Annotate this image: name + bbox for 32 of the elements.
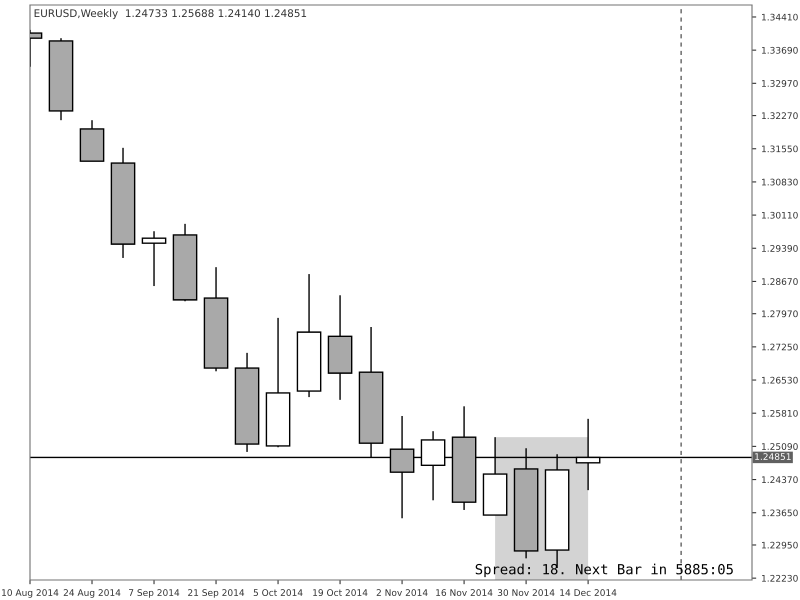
y-tick-label: 1.33690 bbox=[762, 46, 798, 54]
candlestick bbox=[142, 230, 166, 287]
annotation: Spread: 18. Next Bar in 5885:05 bbox=[476, 564, 733, 578]
x-tick-label: 19 Oct 2014 bbox=[313, 589, 368, 596]
ref-line-label: 1.24851 bbox=[755, 453, 791, 460]
y-tick-label: 1.22230 bbox=[762, 574, 798, 582]
y-tick-label: 1.24370 bbox=[762, 476, 798, 484]
y-tick-label: 1.25090 bbox=[762, 443, 798, 450]
y-tick-label: 1.26530 bbox=[762, 376, 798, 384]
y-tick-label: 1.32270 bbox=[762, 112, 798, 120]
x-tick-label: 24 Aug 2014 bbox=[64, 589, 120, 598]
x-tick-label: 21 Sep 2014 bbox=[188, 589, 244, 598]
x-tick-label: 14 Dec 2014 bbox=[560, 589, 616, 596]
x-tick-label: 2 Nov 2014 bbox=[376, 589, 428, 596]
y-tick-label: 1.31550 bbox=[762, 145, 798, 152]
x-tick-label: 10 Aug 2014 bbox=[2, 589, 58, 598]
y-tick-label: 1.22950 bbox=[762, 542, 798, 549]
y-tick-label: 1.30830 bbox=[762, 178, 798, 186]
y-tick-label: 1.29390 bbox=[762, 245, 798, 252]
x-tick-label: 5 Oct 2014 bbox=[254, 589, 303, 596]
y-tick-label: 1.34410 bbox=[762, 14, 798, 21]
y-tick-label: 1.30110 bbox=[762, 212, 798, 219]
y-tick-label: 1.28670 bbox=[762, 278, 798, 285]
x-tick-label: 16 Nov 2014 bbox=[436, 589, 492, 596]
y-tick-label: 1.27970 bbox=[762, 310, 798, 318]
y-tick-label: 1.32970 bbox=[762, 80, 798, 87]
y-tick-label: 1.23650 bbox=[762, 509, 798, 516]
x-tick-label: 7 Sep 2014 bbox=[129, 589, 180, 598]
y-tick-label: 1.27250 bbox=[762, 344, 798, 350]
x-tick-label: 30 Nov 2014 bbox=[498, 589, 554, 596]
chart-title: EURUSD,Weekly 1.24733 1.25688 1.24140 1.24851 bbox=[34, 9, 306, 20]
y-tick-label: 1.25810 bbox=[762, 410, 798, 417]
